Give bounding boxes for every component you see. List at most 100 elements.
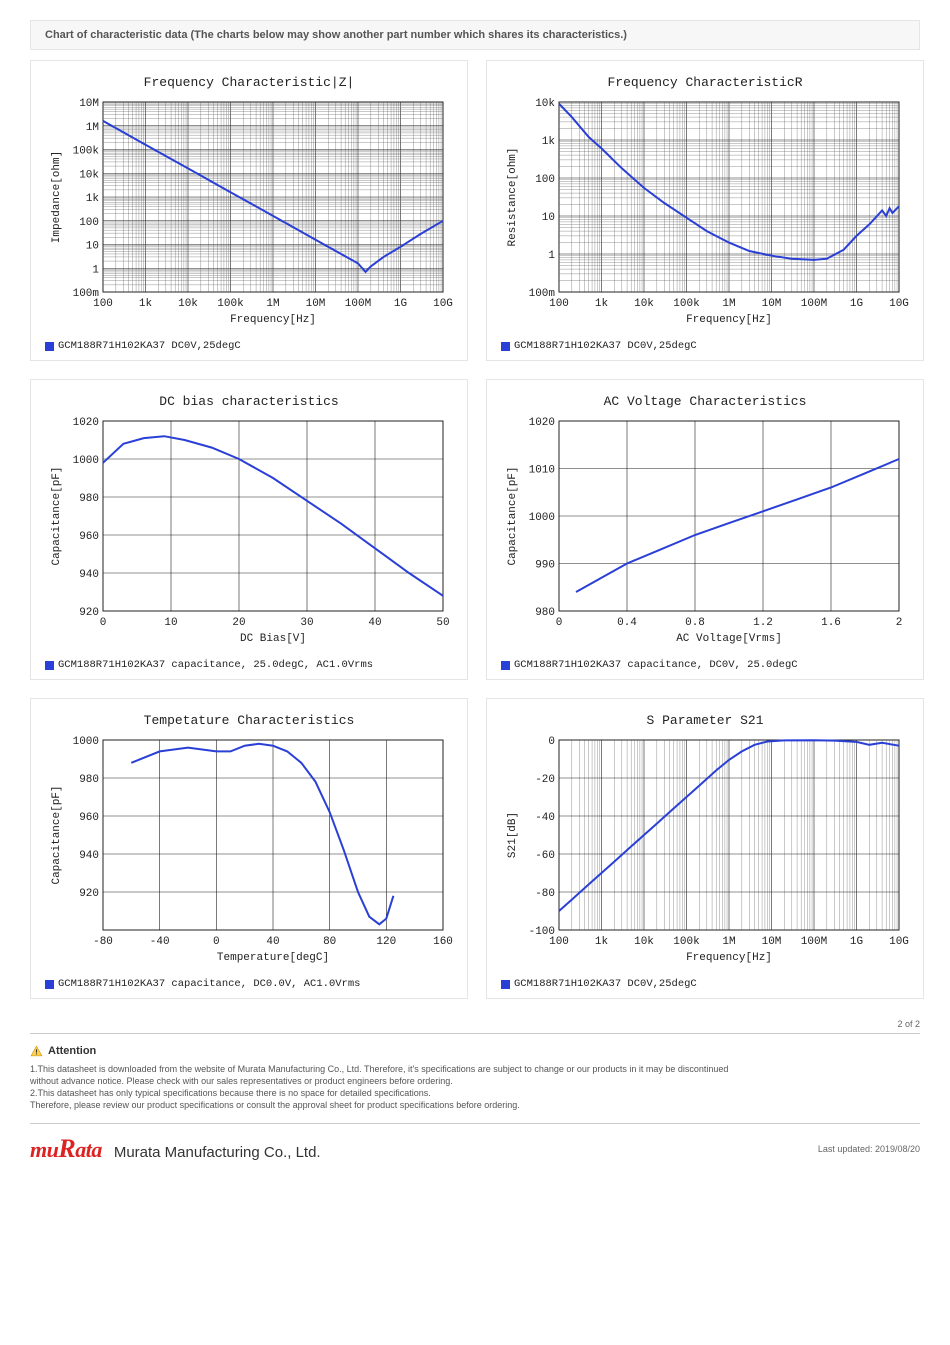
chart-temperature: Tempetature Characteristics-80-400408012… (30, 698, 468, 999)
svg-text:0.4: 0.4 (617, 617, 637, 629)
svg-text:10k: 10k (634, 936, 654, 948)
svg-text:-60: -60 (535, 850, 555, 862)
svg-text:1010: 1010 (529, 465, 555, 477)
svg-text:1M: 1M (266, 298, 279, 310)
svg-text:-100: -100 (529, 926, 555, 938)
data-curve (576, 459, 899, 592)
svg-text:100k: 100k (217, 298, 244, 310)
svg-text:100k: 100k (673, 936, 700, 948)
svg-text:100: 100 (79, 217, 99, 229)
chart-svg: 1001k10k100k1M10M100M1G10G100m1101001k10… (501, 94, 909, 334)
legend-square-icon (45, 342, 54, 351)
chart-svg: 1001k10k100k1M10M100M1G10G100m1101001k10… (45, 94, 453, 334)
svg-text:100M: 100M (801, 936, 827, 948)
svg-text:30: 30 (300, 617, 313, 629)
svg-text:100m: 100m (529, 288, 556, 300)
svg-text:40: 40 (266, 936, 279, 948)
page-indicator: 2 of 2 (30, 1019, 920, 1029)
svg-text:1000: 1000 (73, 455, 99, 467)
attention-title: Attention (48, 1044, 96, 1059)
last-updated: Last updated: 2019/08/20 (818, 1144, 920, 1154)
svg-text:10M: 10M (79, 98, 99, 110)
svg-text:Capacitance[pF]: Capacitance[pF] (507, 466, 519, 565)
svg-text:980: 980 (79, 774, 99, 786)
chart-title: Frequency Characteristic|Z| (45, 75, 453, 90)
svg-text:1k: 1k (595, 298, 609, 310)
svg-text:160: 160 (433, 936, 453, 948)
svg-text:Frequency[Hz]: Frequency[Hz] (230, 314, 316, 326)
legend-text: GCM188R71H102KA37 capacitance, DC0V, 25.… (514, 659, 798, 671)
svg-text:Frequency[Hz]: Frequency[Hz] (686, 952, 772, 964)
company-name: Murata Manufacturing Co., Ltd. (114, 1144, 321, 1161)
header-title: Chart of characteristic data (The charts… (45, 29, 627, 41)
legend-square-icon (501, 980, 510, 989)
chart-svg: 1001k10k100k1M10M100M1G10G-100-80-60-40-… (501, 732, 909, 972)
svg-text:80: 80 (323, 936, 336, 948)
svg-text:940: 940 (79, 850, 99, 862)
svg-text:1k: 1k (542, 136, 556, 148)
svg-text:S21[dB]: S21[dB] (507, 812, 519, 858)
attention-line: 1.This datasheet is downloaded from the … (30, 1063, 920, 1075)
charts-grid: Frequency Characteristic|Z|1001k10k100k1… (30, 60, 920, 999)
svg-text:10G: 10G (889, 936, 909, 948)
footer: muRata Murata Manufacturing Co., Ltd. La… (30, 1123, 920, 1164)
chart-legend: GCM188R71H102KA37 DC0V,25degC (501, 978, 909, 990)
chart-legend: GCM188R71H102KA37 capacitance, DC0V, 25.… (501, 659, 909, 671)
svg-text:40: 40 (368, 617, 381, 629)
chart-title: DC bias characteristics (45, 394, 453, 409)
chart-dc-bias: DC bias characteristics01020304050920940… (30, 379, 468, 680)
chart-title: S Parameter S21 (501, 713, 909, 728)
svg-text:-20: -20 (535, 774, 555, 786)
chart-impedance-z: Frequency Characteristic|Z| 100 1k 10k 100k 1… (30, 60, 468, 361)
svg-text:100m: 100m (73, 288, 100, 300)
svg-text:10: 10 (164, 617, 177, 629)
svg-text:1G: 1G (850, 936, 863, 948)
svg-text:100k: 100k (73, 146, 100, 158)
svg-text:10k: 10k (178, 298, 198, 310)
svg-text:1k: 1k (86, 193, 100, 205)
attention-line: without advance notice. Please check wit… (30, 1075, 920, 1087)
svg-text:10k: 10k (79, 169, 99, 181)
legend-square-icon (501, 661, 510, 670)
legend-text: GCM188R71H102KA37 DC0V,25degC (514, 340, 697, 352)
svg-text:-40: -40 (150, 936, 170, 948)
chart-title: Tempetature Characteristics (45, 713, 453, 728)
svg-text:10G: 10G (889, 298, 909, 310)
svg-text:1: 1 (548, 250, 555, 262)
chart-legend: GCM188R71H102KA37 DC0V,25degC (501, 340, 909, 352)
svg-text:Resistance[ohm]: Resistance[ohm] (507, 147, 519, 246)
svg-text:100: 100 (535, 174, 555, 186)
chart-svg: 00.40.81.21.62980990100010101020AC Volta… (501, 413, 909, 653)
svg-text:20: 20 (232, 617, 245, 629)
attention-line: 2.This datasheet has only typical specif… (30, 1087, 920, 1099)
svg-text:10: 10 (542, 212, 555, 224)
svg-text:1G: 1G (394, 298, 407, 310)
svg-text:0: 0 (213, 936, 220, 948)
legend-square-icon (45, 980, 54, 989)
svg-text:1M: 1M (86, 122, 99, 134)
svg-text:100M: 100M (801, 298, 827, 310)
svg-text:960: 960 (79, 531, 99, 543)
legend-text: GCM188R71H102KA37 capacitance, 25.0degC,… (58, 659, 373, 671)
chart-ac-voltage: AC Voltage Characteristics00.40.81.21.62… (486, 379, 924, 680)
svg-text:980: 980 (79, 493, 99, 505)
svg-text:1000: 1000 (73, 736, 99, 748)
svg-text:10M: 10M (306, 298, 326, 310)
attention-line: Therefore, please review our product spe… (30, 1099, 920, 1111)
svg-text:0: 0 (556, 617, 563, 629)
svg-text:1020: 1020 (73, 417, 99, 429)
separator-top (30, 1033, 920, 1034)
svg-text:120: 120 (376, 936, 396, 948)
svg-text:1020: 1020 (529, 417, 555, 429)
chart-svg: -80-40040801201609209409609801000Tempera… (45, 732, 453, 972)
chart-s21: S Parameter S211001k10k100k1M10M100M1G10… (486, 698, 924, 999)
svg-text:10G: 10G (433, 298, 453, 310)
page-indicator-text: 2 of 2 (897, 1019, 920, 1029)
chart-title: Frequency CharacteristicR (501, 75, 909, 90)
svg-text:AC Voltage[Vrms]: AC Voltage[Vrms] (676, 633, 782, 645)
svg-text:940: 940 (79, 569, 99, 581)
svg-text:Capacitance[pF]: Capacitance[pF] (51, 785, 63, 884)
svg-text:10k: 10k (634, 298, 654, 310)
svg-text:990: 990 (535, 560, 555, 572)
svg-text:Temperature[degC]: Temperature[degC] (217, 952, 329, 964)
